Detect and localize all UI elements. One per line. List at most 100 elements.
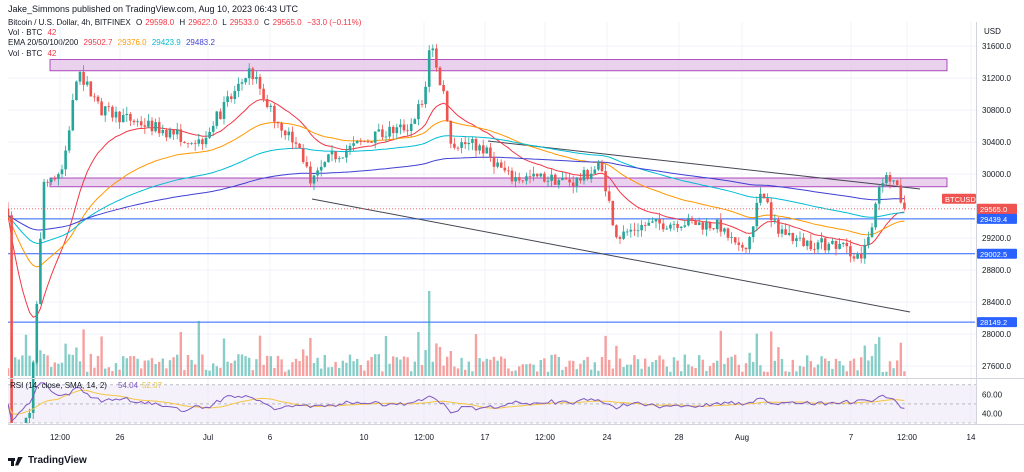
candle-body [885,175,888,184]
candle [607,185,611,203]
candle [672,220,676,231]
volume-bar [878,337,881,376]
candle-body [507,170,510,172]
candle-body [874,203,877,228]
volume-bar [298,360,301,376]
volume-bar [8,368,10,376]
volume-bar [629,364,632,376]
candle [157,117,161,137]
volume-bar [561,369,564,376]
candle-body [283,130,287,136]
volume-bar [471,371,474,376]
candle-body [28,412,31,419]
candle-body [301,148,305,163]
candle [147,114,150,129]
candle [460,138,463,154]
volume-bar [676,360,679,376]
time-tick-label: 12:00 [50,433,71,442]
volume-bar [287,369,290,376]
candle [96,95,100,105]
candle-body [553,174,557,185]
rsi-value: 54.04 [118,381,139,390]
candle-body [150,120,154,132]
volume-bar [129,356,132,376]
volume-bar [28,355,31,376]
volume-bar [161,358,164,376]
ohlc-legend: Bitcoin / U.S. Dollar, 4h, BITFINEX O 295… [8,18,364,28]
candle [895,179,899,187]
candle-body [316,170,319,176]
candle-body [172,129,175,135]
volume-bar [226,361,229,376]
candle-body [625,231,629,233]
volume-bar [831,368,834,376]
candle [489,143,492,162]
candle [687,213,690,227]
candle [391,125,395,140]
candle-body [219,111,222,119]
candle-body [643,224,647,226]
volume-bar [251,370,254,376]
candle [478,143,481,155]
ema-legend: EMA 20/50/100/200 29502.7 29376.0 29423.… [8,38,218,48]
candle-body [391,126,395,134]
resistance-zone-1 [49,59,948,72]
candle [14,438,17,452]
volume-bar [460,357,463,376]
candle [64,145,67,177]
candle-body [892,180,895,182]
candle [301,144,305,164]
candle-body [525,176,528,181]
candle-body [597,162,600,170]
candle [809,234,813,251]
candle [784,223,787,235]
volume-bar [662,359,665,376]
volume-bar [64,343,67,376]
candle [366,139,370,144]
candle-body [784,229,787,235]
candle [229,93,233,103]
volume-bar [255,359,258,376]
candle [874,202,877,231]
volume-bar [752,361,755,376]
candle [597,159,600,172]
candle [762,193,766,199]
volume-bar [132,356,136,376]
candle [877,184,881,210]
candle [525,172,528,185]
volume-bar [824,358,827,376]
close-value: 29565.0 [272,18,302,27]
candle [575,176,579,193]
volume-bar [334,361,337,376]
rsi-ma-value: 52.07 [142,381,163,390]
candle-body [571,182,575,187]
candle [334,151,337,163]
candle-body [165,130,168,138]
candle [528,169,532,184]
candle-body [345,150,348,158]
volume-bar [896,360,899,376]
volume-bar [305,355,308,376]
candle-body [427,50,431,87]
volume-bar [190,359,193,376]
candle [445,90,449,123]
candle-body [622,231,625,239]
candle-body [244,78,247,83]
volume-bar [194,364,197,376]
volume-bar [665,366,668,376]
volume-bar [636,359,640,376]
candle-body [593,169,597,174]
candle-body [10,215,13,423]
volume-bar [93,367,96,376]
candle-body [251,68,255,80]
volume-bar [809,361,812,376]
ema20-line [8,99,905,318]
candle-body [183,141,186,143]
volume-bar [348,354,352,376]
volume-bar [186,354,190,376]
time-tick-label: 12:00 [897,433,918,442]
volume-bar [366,360,370,376]
candle-body [211,125,215,132]
volume-bar [860,357,863,376]
